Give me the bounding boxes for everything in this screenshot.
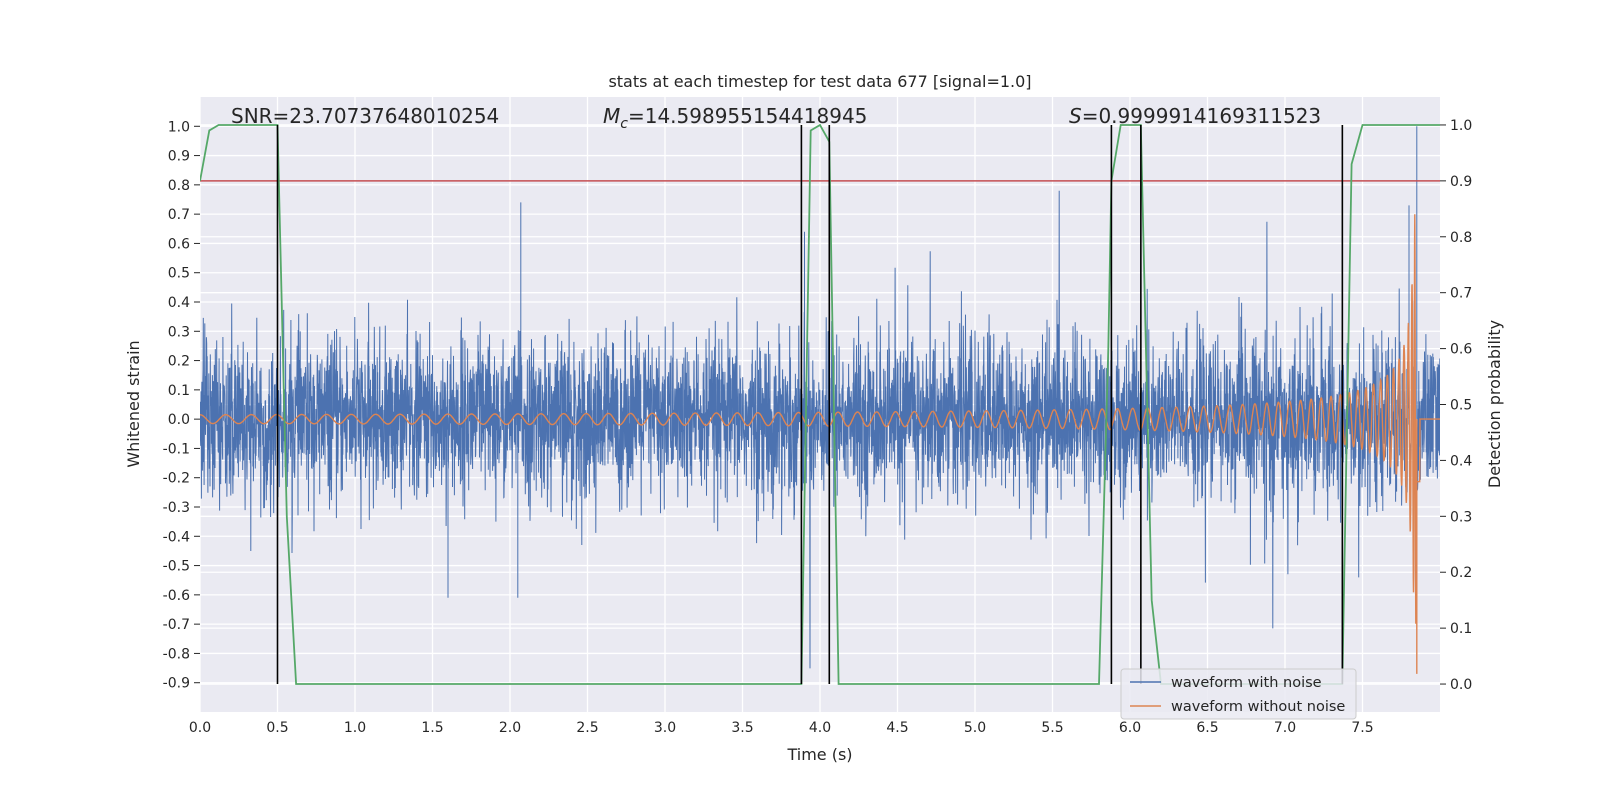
y-tick-label: 0.0 bbox=[168, 412, 190, 428]
y-tick-label: -0.2 bbox=[163, 471, 190, 487]
y2-tick-label: 0.3 bbox=[1450, 509, 1472, 525]
x-tick-label: 2.5 bbox=[576, 720, 598, 736]
x-tick-label: 3.5 bbox=[731, 720, 753, 736]
snr-annotation: SNR=23.70737648010254 bbox=[231, 104, 499, 128]
legend-label-clean: waveform without noise bbox=[1171, 699, 1345, 715]
y-tick-label: 0.6 bbox=[168, 236, 190, 252]
y2-tick-label: 0.4 bbox=[1450, 453, 1472, 469]
y-tick-label: -0.3 bbox=[163, 500, 190, 516]
y2-tick-label: 0.8 bbox=[1450, 230, 1472, 246]
chirp-mass-subscript: c bbox=[620, 116, 628, 132]
legend-box bbox=[1120, 668, 1357, 720]
x-tick-label: 0.5 bbox=[266, 720, 288, 736]
y2-tick-label: 0.2 bbox=[1450, 565, 1472, 581]
y2-tick-label: 0.0 bbox=[1450, 677, 1472, 693]
s-symbol: S bbox=[1069, 104, 1082, 128]
y-tick-label: -0.8 bbox=[163, 646, 190, 662]
y-tick-label: 0.7 bbox=[168, 207, 190, 223]
x-tick-label: 1.5 bbox=[421, 720, 443, 736]
y-tick-label: 0.1 bbox=[168, 383, 190, 399]
y2-tick-label: 0.6 bbox=[1450, 342, 1472, 358]
x-tick-label: 6.5 bbox=[1196, 720, 1218, 736]
event-markers bbox=[276, 124, 1344, 685]
axes: 0.0 0.5 1.0 1.5 2.0 2.5 3.0 3.5 4.0 4.5 5.0 5.5 6.0 6… bbox=[163, 118, 1473, 736]
x-tick-label: 4.0 bbox=[809, 720, 831, 736]
chirp-mass-symbol: M bbox=[603, 104, 620, 128]
s-annotation: S=0.9999914169311523 bbox=[1069, 104, 1321, 128]
x-tick-label: 1.0 bbox=[344, 720, 366, 736]
y-tick-label: 0.5 bbox=[168, 266, 190, 282]
chirp-mass-annotation: Mc=14.598955154418945 bbox=[603, 104, 867, 132]
x-tick-label: 4.5 bbox=[886, 720, 908, 736]
y-tick-label: 0.8 bbox=[168, 178, 190, 194]
y-tick-label: -0.9 bbox=[163, 676, 190, 692]
y2-axis-label: Detection probability bbox=[1485, 320, 1504, 488]
y-tick-label: 0.4 bbox=[168, 295, 190, 311]
y-axis-label: Whitened strain bbox=[124, 340, 143, 467]
y-tick-label: 0.2 bbox=[168, 354, 190, 370]
y-tick-label: 0.9 bbox=[168, 149, 190, 165]
s-value: =0.9999914169311523 bbox=[1082, 104, 1321, 128]
x-axis-label: Time (s) bbox=[786, 745, 852, 764]
y-tick-label: 0.3 bbox=[168, 324, 190, 340]
chirp-mass-value: =14.598955154418945 bbox=[628, 104, 867, 128]
y2-tick-label: 0.5 bbox=[1450, 398, 1472, 414]
x-tick-label: 5.0 bbox=[964, 720, 986, 736]
y2-tick-label: 1.0 bbox=[1450, 118, 1472, 134]
x-tick-label: 3.0 bbox=[654, 720, 676, 736]
y-tick-label: -0.4 bbox=[163, 529, 190, 545]
x-tick-label: 7.5 bbox=[1351, 720, 1373, 736]
y-tick-label: -0.5 bbox=[163, 559, 190, 575]
y-tick-label: -0.1 bbox=[163, 441, 190, 457]
x-tick-label: 6.0 bbox=[1119, 720, 1141, 736]
y2-tick-label: 0.9 bbox=[1450, 174, 1472, 190]
x-tick-label: 0.0 bbox=[189, 720, 211, 736]
y2-tick-label: 0.1 bbox=[1450, 621, 1472, 637]
y2-tick-label: 0.7 bbox=[1450, 286, 1472, 302]
x-tick-label: 7.0 bbox=[1274, 720, 1296, 736]
y-tick-label: 1.0 bbox=[168, 119, 190, 135]
x-tick-label: 5.5 bbox=[1041, 720, 1063, 736]
chart-title: stats at each timestep for test data 677… bbox=[608, 72, 1031, 91]
series-waveform-without-noise bbox=[200, 214, 1440, 674]
legend-label-noise: waveform with noise bbox=[1171, 675, 1322, 691]
y-tick-label: -0.6 bbox=[163, 588, 190, 604]
x-tick-label: 2.0 bbox=[499, 720, 521, 736]
y-tick-label: -0.7 bbox=[163, 617, 190, 633]
legend: waveform with noise waveform without noi… bbox=[1120, 668, 1357, 720]
